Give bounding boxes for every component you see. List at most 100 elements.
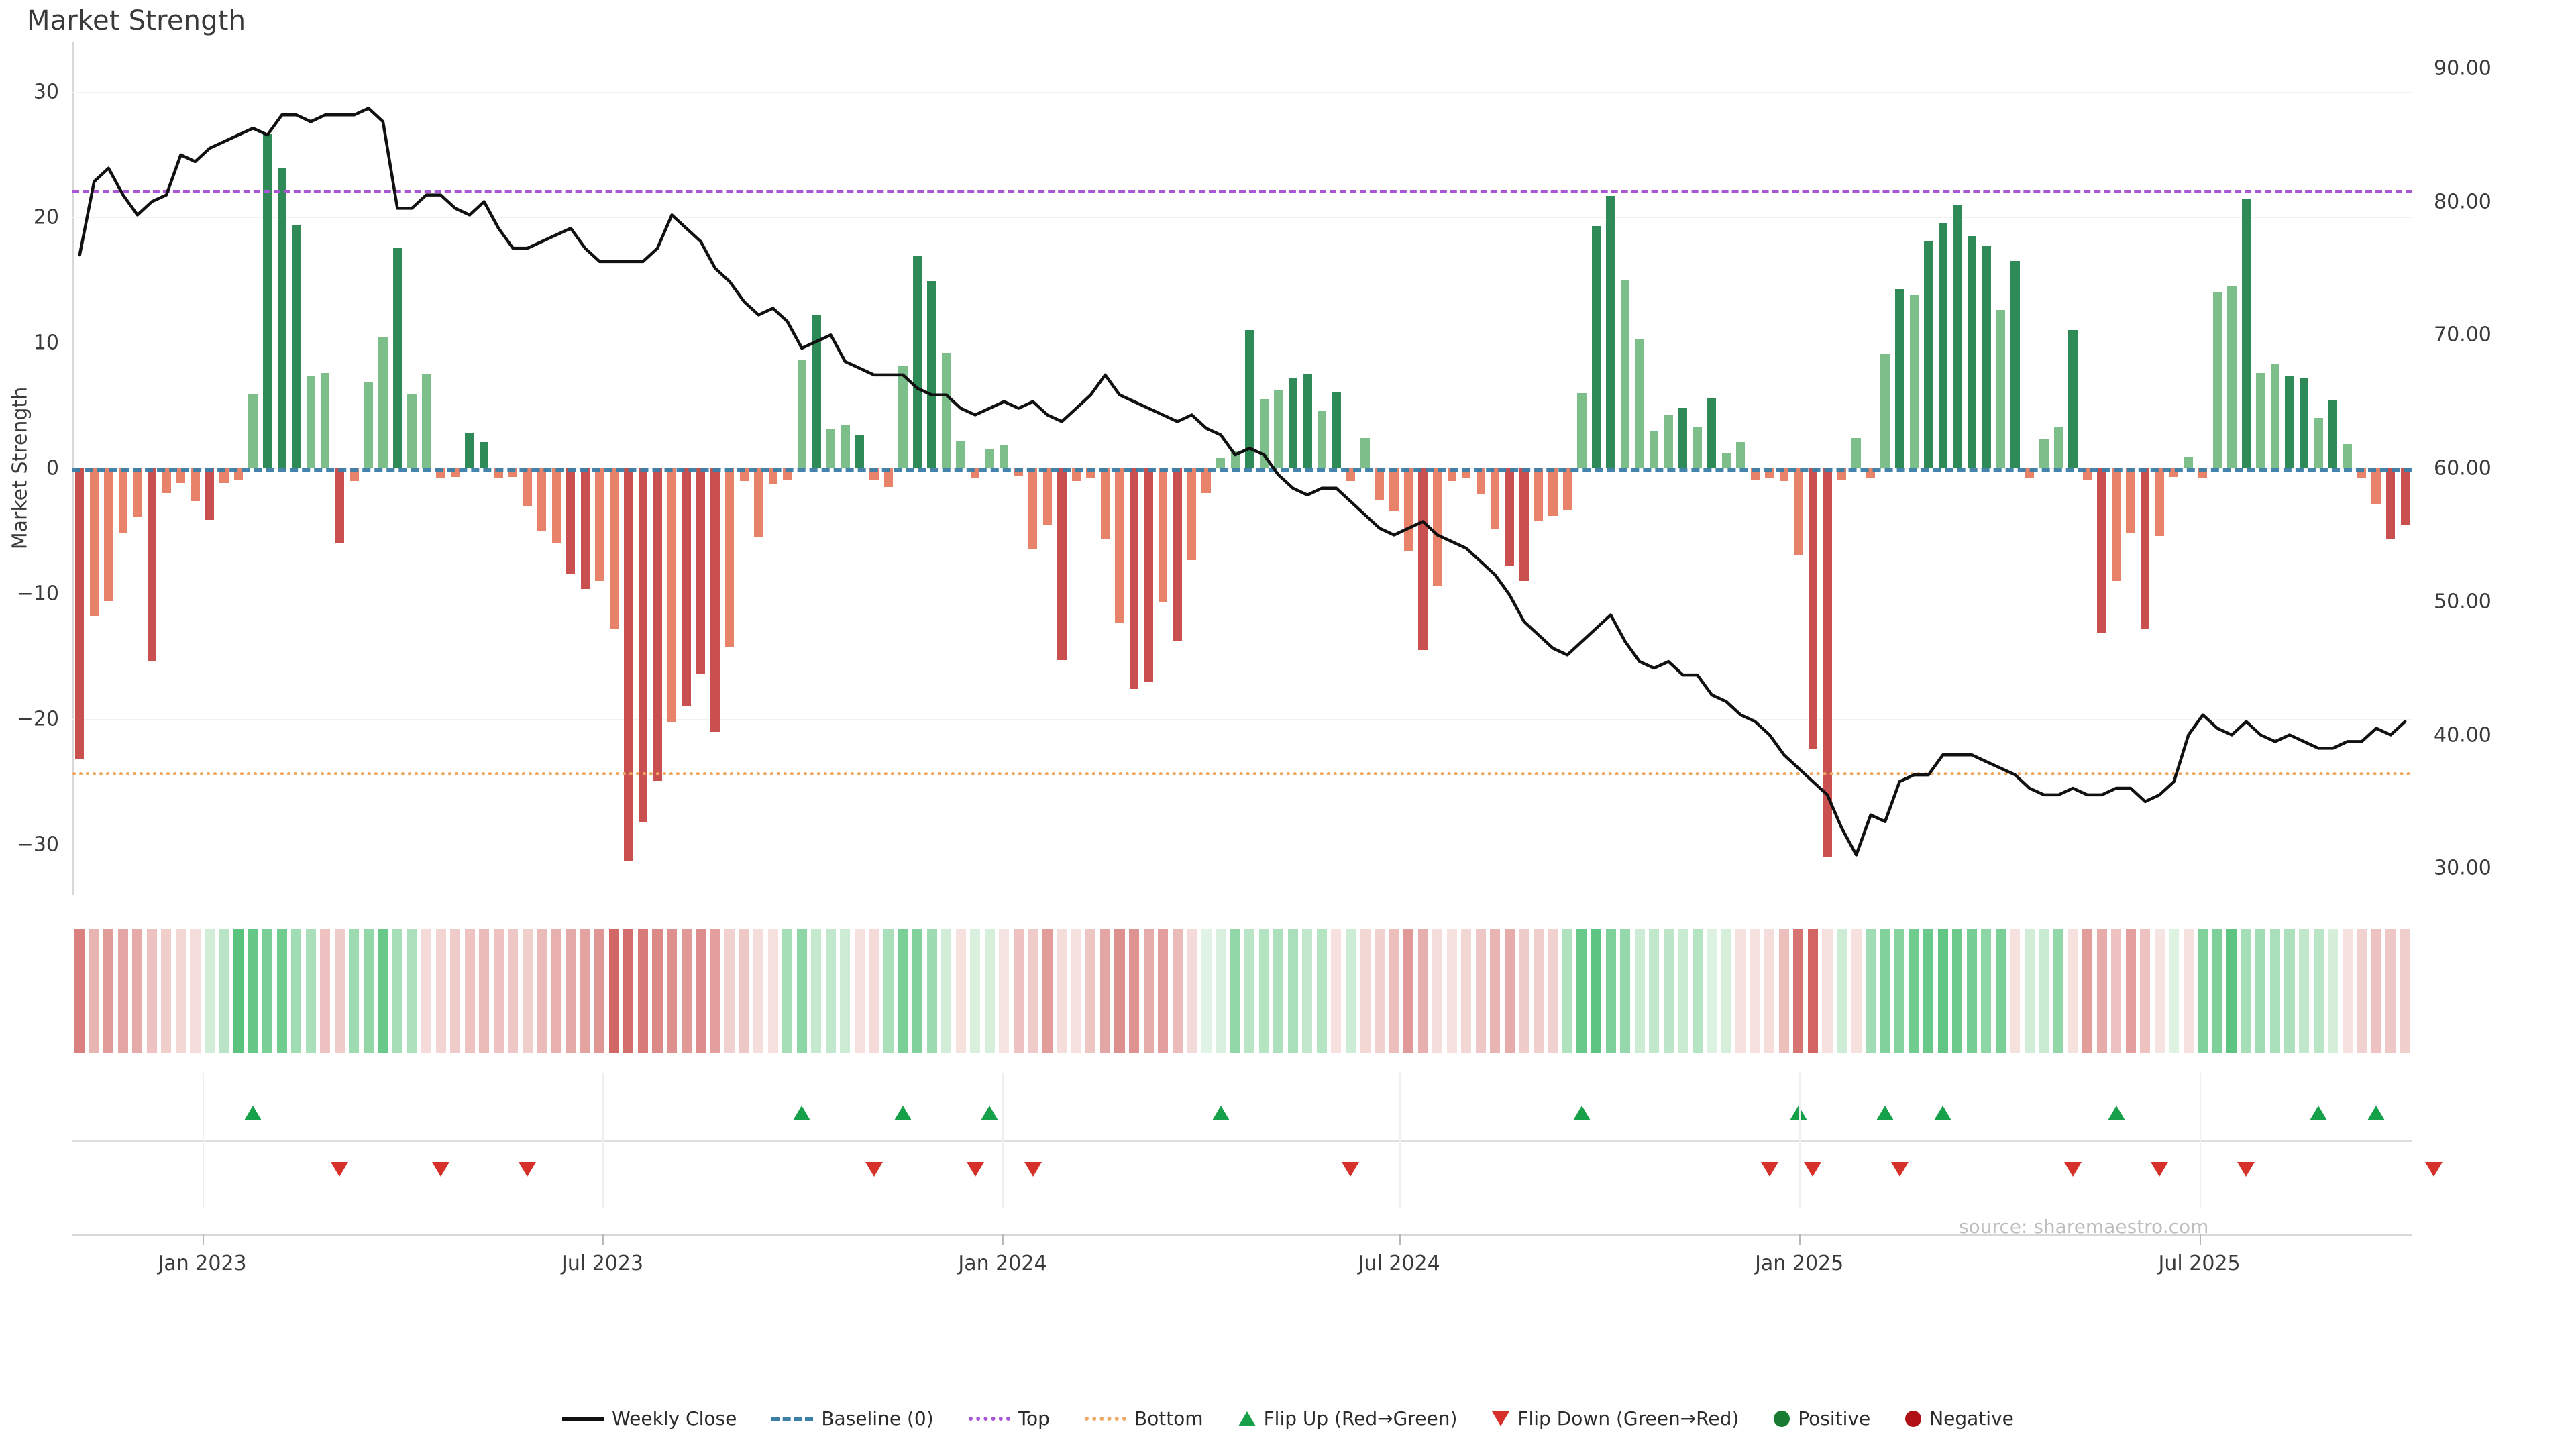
heat-cell	[2154, 929, 2165, 1053]
baseline-zero-line	[72, 468, 2412, 472]
strength-bar	[927, 281, 936, 468]
heat-cell	[1822, 929, 1833, 1053]
legend-item[interactable]: Baseline (0)	[771, 1407, 934, 1430]
heat-cell	[666, 929, 678, 1053]
strength-bar	[566, 468, 576, 574]
strength-bar	[2299, 378, 2309, 468]
heat-cell	[1331, 929, 1342, 1053]
strength-bar	[754, 468, 763, 537]
page-title: Market Strength	[27, 5, 246, 36]
x-tick-label: Jul 2023	[561, 1252, 644, 1275]
flip-marker-panel	[72, 1073, 2443, 1208]
heat-cell	[2169, 929, 2180, 1053]
strength-bar	[1317, 410, 1327, 468]
heat-cell	[1764, 929, 1775, 1053]
y-tick-label: 0	[46, 456, 59, 480]
heat-cell	[537, 929, 547, 1053]
heat-cell	[1071, 929, 1081, 1053]
strength-bar	[1664, 415, 1673, 468]
heat-cell	[2082, 929, 2093, 1053]
heat-cell	[1475, 929, 1486, 1053]
strength-bar	[1880, 354, 1890, 468]
legend-item[interactable]: Bottom	[1084, 1407, 1203, 1430]
x-tick-mark	[1399, 1234, 1401, 1245]
strength-bar	[624, 468, 633, 861]
strength-bar	[2184, 457, 2193, 468]
flip-up-marker	[1212, 1106, 1230, 1120]
strength-bar	[1996, 310, 2006, 468]
strength-bar	[580, 468, 590, 589]
legend-item[interactable]: Flip Down (Green→Red)	[1492, 1407, 1739, 1430]
strength-bar	[696, 468, 706, 674]
x-tick-label: Jan 2024	[958, 1252, 1047, 1275]
strength-bar	[1562, 468, 1572, 510]
strength-bar	[2111, 468, 2121, 582]
strength-bar	[392, 247, 402, 468]
strength-bar	[1000, 445, 1009, 468]
strength-bar	[147, 468, 157, 662]
heat-cell	[1042, 929, 1053, 1053]
strength-bar	[898, 365, 908, 468]
strength-bar	[667, 468, 677, 722]
flip-down-marker	[966, 1162, 984, 1177]
strength-bar	[1967, 235, 1976, 468]
strength-bar	[523, 468, 532, 506]
heat-cell	[2039, 929, 2049, 1053]
strength-bar	[1909, 294, 1919, 468]
heat-cell	[1909, 929, 1919, 1053]
heat-cell	[739, 929, 749, 1053]
strength-bar	[1693, 427, 1702, 468]
heat-cell	[464, 929, 475, 1053]
strength-bar	[1577, 392, 1587, 468]
legend-item[interactable]: Flip Up (Red→Green)	[1238, 1407, 1457, 1430]
flip-down-marker	[1760, 1162, 1778, 1177]
heat-cell	[117, 929, 128, 1053]
strength-bar	[2097, 468, 2106, 633]
heat-cell	[132, 929, 143, 1053]
gridline	[72, 719, 2412, 720]
heat-cell	[608, 929, 619, 1053]
legend-item[interactable]: Weekly Close	[562, 1407, 737, 1430]
positive-dot-icon	[1774, 1410, 1790, 1427]
heat-cell	[2400, 929, 2410, 1053]
heat-cell	[955, 929, 966, 1053]
heat-cell	[637, 929, 648, 1053]
baseline-swatch	[771, 1416, 814, 1421]
y2-tick-label: 50.00	[2434, 590, 2491, 614]
x-tick-label: Jan 2025	[1755, 1252, 1844, 1275]
heat-cell	[2053, 929, 2064, 1053]
legend-item[interactable]: Positive	[1774, 1407, 1870, 1430]
heat-cell	[1866, 929, 1876, 1053]
strength-bar	[1894, 288, 1904, 468]
heat-cell	[363, 929, 374, 1053]
flip-panel-vtick	[602, 1073, 604, 1208]
heat-cell	[1287, 929, 1298, 1053]
strength-bar	[2256, 372, 2265, 468]
legend-item[interactable]: Negative	[1905, 1407, 2014, 1430]
heat-cell	[334, 929, 345, 1053]
flip-up-marker	[1934, 1106, 1952, 1120]
heat-cell	[1345, 929, 1356, 1053]
heat-cell	[1244, 929, 1255, 1053]
strength-bar	[104, 468, 113, 602]
strength-bar	[941, 352, 951, 468]
heat-cell	[320, 929, 331, 1053]
y-tick-label: 20	[33, 205, 59, 229]
legend-item[interactable]: Top	[968, 1407, 1050, 1430]
heat-cell	[2226, 929, 2237, 1053]
strength-bar	[1938, 223, 1947, 468]
strength-bar	[1721, 453, 1731, 468]
strength-bar	[2227, 286, 2237, 468]
strength-bar	[1476, 468, 1485, 495]
flip-up-icon	[1238, 1411, 1256, 1426]
heat-cell	[233, 929, 244, 1053]
heat-cell	[1143, 929, 1154, 1053]
heat-cell	[1273, 929, 1284, 1053]
heat-cell	[493, 929, 504, 1053]
heat-cell	[378, 929, 388, 1053]
strength-bar	[841, 424, 850, 468]
heat-cell	[926, 929, 937, 1053]
weekly-close-line	[78, 107, 2407, 857]
strength-bar	[1491, 468, 1500, 529]
strength-bar	[2068, 330, 2078, 468]
